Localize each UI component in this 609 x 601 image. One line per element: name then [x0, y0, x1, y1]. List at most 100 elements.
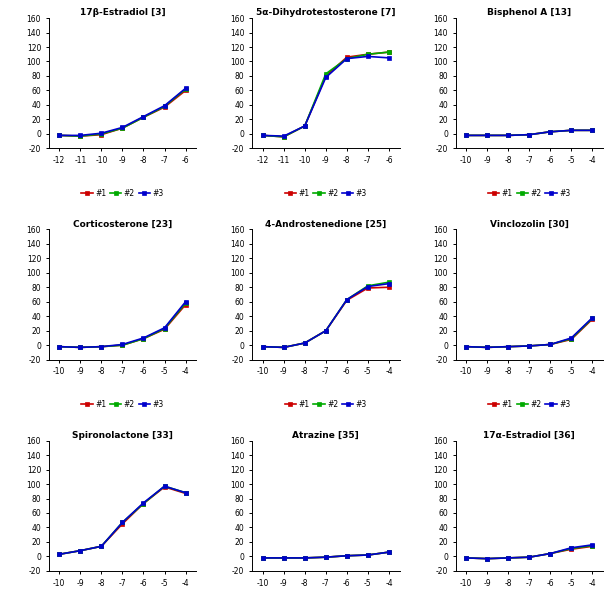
#1: [119, 124, 126, 132]
#1: [55, 343, 63, 350]
#1: [343, 552, 351, 560]
#3: [364, 53, 371, 60]
#2: [385, 549, 393, 556]
#2: [182, 85, 189, 93]
#3: [343, 552, 351, 560]
#2: [259, 132, 266, 139]
#1: [322, 554, 329, 561]
#1: [526, 554, 533, 561]
#1: [462, 554, 470, 561]
#2: [161, 103, 168, 110]
#3: [343, 55, 351, 63]
#2: [182, 489, 189, 496]
#3: [484, 132, 491, 139]
#3: [77, 132, 84, 139]
#2: [484, 132, 491, 139]
#1: [161, 326, 168, 333]
#3: [259, 343, 266, 350]
#1: [526, 343, 533, 350]
#1: [504, 343, 512, 350]
#3: [462, 554, 470, 561]
Title: 17β-Estradiol [3]: 17β-Estradiol [3]: [80, 8, 165, 17]
#3: [182, 85, 189, 92]
#2: [364, 50, 371, 58]
#3: [568, 127, 575, 134]
#3: [301, 123, 308, 130]
#2: [462, 343, 470, 350]
Line: #3: #3: [464, 316, 594, 349]
#3: [301, 340, 308, 347]
#2: [462, 554, 470, 561]
Legend: #1, #2, #3: #1, #2, #3: [284, 189, 367, 198]
#3: [259, 132, 266, 139]
#1: [97, 543, 105, 550]
#1: [259, 132, 266, 139]
#1: [161, 483, 168, 490]
#3: [161, 483, 168, 490]
Title: 17α-Estradiol [36]: 17α-Estradiol [36]: [484, 431, 575, 440]
#2: [259, 343, 266, 350]
#2: [322, 70, 329, 78]
#2: [55, 343, 63, 350]
#3: [119, 124, 126, 131]
Line: #1: #1: [57, 485, 188, 557]
Line: #2: #2: [464, 128, 594, 138]
#1: [547, 341, 554, 348]
#3: [547, 128, 554, 135]
Line: #1: #1: [464, 128, 594, 138]
#2: [119, 341, 126, 349]
#1: [280, 554, 287, 561]
#3: [97, 130, 105, 137]
#1: [589, 543, 596, 550]
#2: [140, 335, 147, 343]
#2: [55, 132, 63, 139]
#3: [280, 132, 287, 139]
#1: [547, 128, 554, 135]
#3: [280, 344, 287, 351]
#3: [322, 554, 329, 561]
#1: [547, 550, 554, 557]
#1: [568, 546, 575, 553]
#3: [55, 551, 63, 558]
#3: [161, 102, 168, 109]
#1: [484, 344, 491, 351]
#1: [364, 284, 371, 291]
Line: #2: #2: [261, 280, 391, 349]
#2: [504, 554, 512, 561]
#3: [97, 343, 105, 350]
Line: #1: #1: [261, 550, 391, 560]
#2: [343, 552, 351, 560]
#2: [77, 132, 84, 139]
#3: [182, 489, 189, 496]
#1: [301, 554, 308, 561]
#3: [589, 314, 596, 322]
#1: [77, 344, 84, 351]
#2: [301, 123, 308, 130]
#2: [119, 519, 126, 526]
#2: [568, 545, 575, 552]
#2: [55, 551, 63, 558]
#3: [462, 343, 470, 350]
#3: [119, 519, 126, 526]
#1: [140, 335, 147, 343]
#3: [364, 283, 371, 290]
Legend: #1, #2, #3: #1, #2, #3: [488, 400, 571, 409]
#2: [462, 132, 470, 139]
Line: #2: #2: [261, 50, 391, 139]
#2: [547, 341, 554, 348]
#1: [504, 554, 512, 561]
#1: [568, 127, 575, 134]
#2: [364, 282, 371, 290]
#1: [55, 132, 63, 139]
#1: [301, 123, 308, 130]
Title: 4-Androstenedione [25]: 4-Androstenedione [25]: [265, 219, 387, 228]
#1: [568, 336, 575, 343]
#1: [97, 131, 105, 138]
#1: [589, 316, 596, 323]
#2: [526, 554, 533, 561]
#1: [97, 343, 105, 350]
Line: #3: #3: [464, 128, 594, 138]
#2: [182, 299, 189, 307]
Line: #1: #1: [464, 317, 594, 349]
#2: [589, 315, 596, 322]
